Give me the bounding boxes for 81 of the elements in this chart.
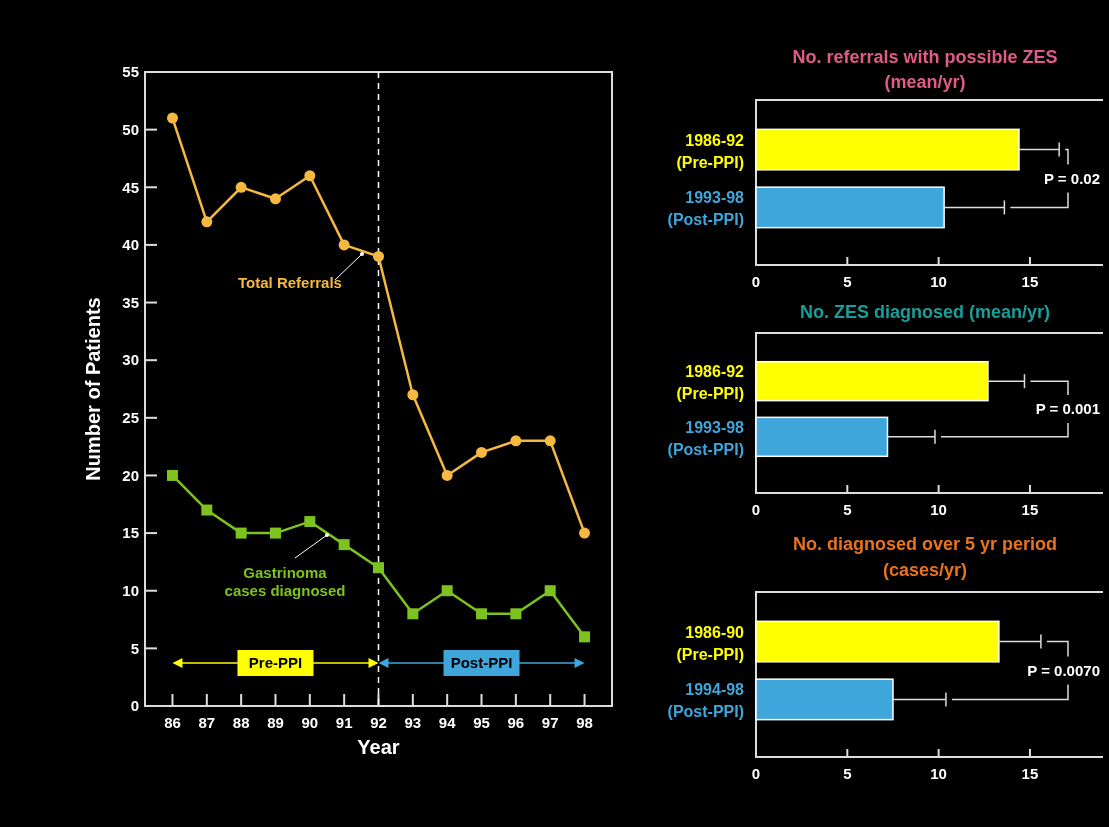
point <box>166 469 178 481</box>
y-tick-label: 1993-98 (Post-PPI) <box>667 418 745 458</box>
y-tick-label: 1986-90 (Pre-PPI) <box>676 623 745 663</box>
annotation: Pre-PPI <box>248 654 303 672</box>
annotation: P = 0.02 <box>1043 169 1100 187</box>
point <box>407 608 419 620</box>
point <box>269 527 281 539</box>
point <box>201 216 213 228</box>
x-tick-label: 97 <box>541 714 559 731</box>
point <box>579 527 591 539</box>
x-tick-label: 98 <box>576 714 593 731</box>
x-tick-label: 5 <box>843 501 852 518</box>
x-tick-label: 93 <box>404 714 422 731</box>
x-tick-label: 90 <box>301 714 319 731</box>
point <box>304 170 316 182</box>
x-tick-label: 15 <box>1021 501 1039 518</box>
point <box>304 516 316 528</box>
x-tick-label: 15 <box>1021 765 1039 782</box>
x-tick-label: 15 <box>1021 273 1039 290</box>
point <box>235 181 247 193</box>
x-tick-label: 10 <box>930 273 947 290</box>
point <box>373 562 384 574</box>
x-tick-label: 92 <box>370 714 387 731</box>
point <box>544 585 556 597</box>
y-tick-label: 5 <box>130 639 139 657</box>
y-tick-label: 50 <box>122 120 139 138</box>
y-tick-label: 10 <box>122 581 139 599</box>
chart-title: No. referrals with possible ZES (mean/yr) <box>792 47 1058 92</box>
point <box>579 631 591 643</box>
y-tick-label: 45 <box>122 178 139 196</box>
point <box>166 112 178 124</box>
y-tick-label: 0 <box>130 697 139 715</box>
y-tick-label: 1986-92 (Pre-PPI) <box>676 131 745 171</box>
x-tick-label: 96 <box>507 714 525 731</box>
x-tick-label: 86 <box>164 714 181 731</box>
chart-title: No. diagnosed over 5 yr period (cases/yr) <box>792 534 1058 580</box>
annotation: P = 0.001 <box>1035 400 1100 418</box>
point <box>441 469 453 481</box>
point <box>476 446 488 458</box>
series-label: Total Referrals <box>238 274 342 291</box>
point <box>510 435 522 447</box>
point <box>269 193 281 205</box>
annotation: Post-PPI <box>450 654 513 672</box>
x-tick-label: 10 <box>930 501 947 518</box>
point <box>407 389 419 401</box>
point <box>441 585 453 597</box>
point <box>201 504 213 516</box>
series-label: Gastrinoma cases diagnosed <box>224 564 346 599</box>
point <box>235 527 247 539</box>
point <box>338 539 350 551</box>
y-tick-label: 25 <box>122 409 139 427</box>
annotation: P = 0.0070 <box>1027 661 1100 679</box>
y-tick-label: 30 <box>122 351 139 369</box>
y-tick-label: 1993-98 (Post-PPI) <box>667 189 745 229</box>
x-tick-label: 88 <box>232 714 250 731</box>
y-axis-title: Number of Patients <box>82 297 104 481</box>
x-tick-label: 5 <box>843 273 852 290</box>
x-tick-label: 0 <box>751 501 761 518</box>
x-tick-label: 87 <box>198 714 216 731</box>
x-tick-label: 0 <box>751 765 761 782</box>
chart-title: No. ZES diagnosed (mean/yr) <box>799 302 1051 322</box>
point <box>373 250 384 262</box>
x-tick-label: 94 <box>438 714 457 731</box>
y-tick-label: 55 <box>122 63 139 81</box>
x-tick-label: 5 <box>843 765 852 782</box>
x-tick-label: 89 <box>267 714 284 731</box>
y-tick-label: 1994-98 (Post-PPI) <box>667 681 745 721</box>
x-axis-title: Year <box>357 736 400 758</box>
y-tick-label: 35 <box>122 293 139 311</box>
point <box>510 608 522 620</box>
y-tick-label: 15 <box>122 524 139 542</box>
x-tick-label: 91 <box>335 714 353 731</box>
point <box>544 435 556 447</box>
x-tick-label: 0 <box>751 273 761 290</box>
x-tick-label: 10 <box>930 765 947 782</box>
point <box>476 608 488 620</box>
x-tick-label: 95 <box>473 714 490 731</box>
point <box>338 239 350 251</box>
y-tick-label: 1986-92 (Pre-PPI) <box>676 363 745 403</box>
y-tick-label: 20 <box>122 466 139 484</box>
y-tick-label: 40 <box>122 236 139 254</box>
